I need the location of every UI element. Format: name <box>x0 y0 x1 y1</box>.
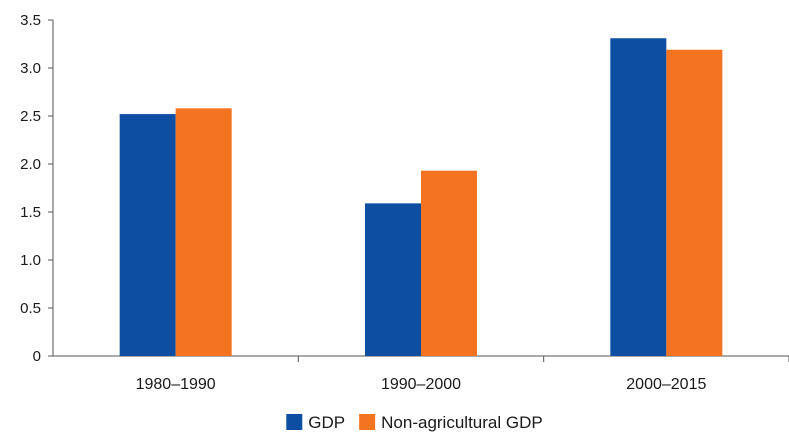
bar-non-agricultural-gdp-2 <box>666 49 723 356</box>
y-tick-label: 1.5 <box>20 204 41 221</box>
y-tick-label: 0.5 <box>20 300 41 317</box>
bar-gdp-1 <box>365 203 421 356</box>
legend-swatch-0 <box>286 414 303 430</box>
bars <box>119 38 723 357</box>
y-tick-label: 3.5 <box>20 12 41 29</box>
y-tick-label: 3.0 <box>20 60 41 77</box>
x-tick-label: 1980–1990 <box>136 376 216 393</box>
x-tick-label: 1990–2000 <box>381 376 461 393</box>
legend-swatch-1 <box>359 414 376 430</box>
bar-non-agricultural-gdp-1 <box>421 170 477 356</box>
legend-label-0: GDP <box>308 413 345 432</box>
y-axis: 0 0.5 1.0 1.5 2.0 2.5 3.0 3.5 <box>20 12 54 365</box>
y-tick-label: 0 <box>33 348 41 365</box>
legend: GDP Non-agricultural GDP <box>286 413 543 432</box>
y-tick-label: 1.0 <box>20 252 41 269</box>
x-axis: 1980–1990 1990–2000 2000–2015 <box>53 355 789 393</box>
y-tick-label: 2.5 <box>20 108 41 125</box>
x-tick-label: 2000–2015 <box>626 376 706 393</box>
y-tick-label: 2.0 <box>20 156 41 173</box>
bar-non-agricultural-gdp-0 <box>175 108 232 356</box>
bar-gdp-2 <box>610 38 667 357</box>
bar-gdp-0 <box>119 114 176 356</box>
legend-label-1: Non-agricultural GDP <box>381 413 543 432</box>
